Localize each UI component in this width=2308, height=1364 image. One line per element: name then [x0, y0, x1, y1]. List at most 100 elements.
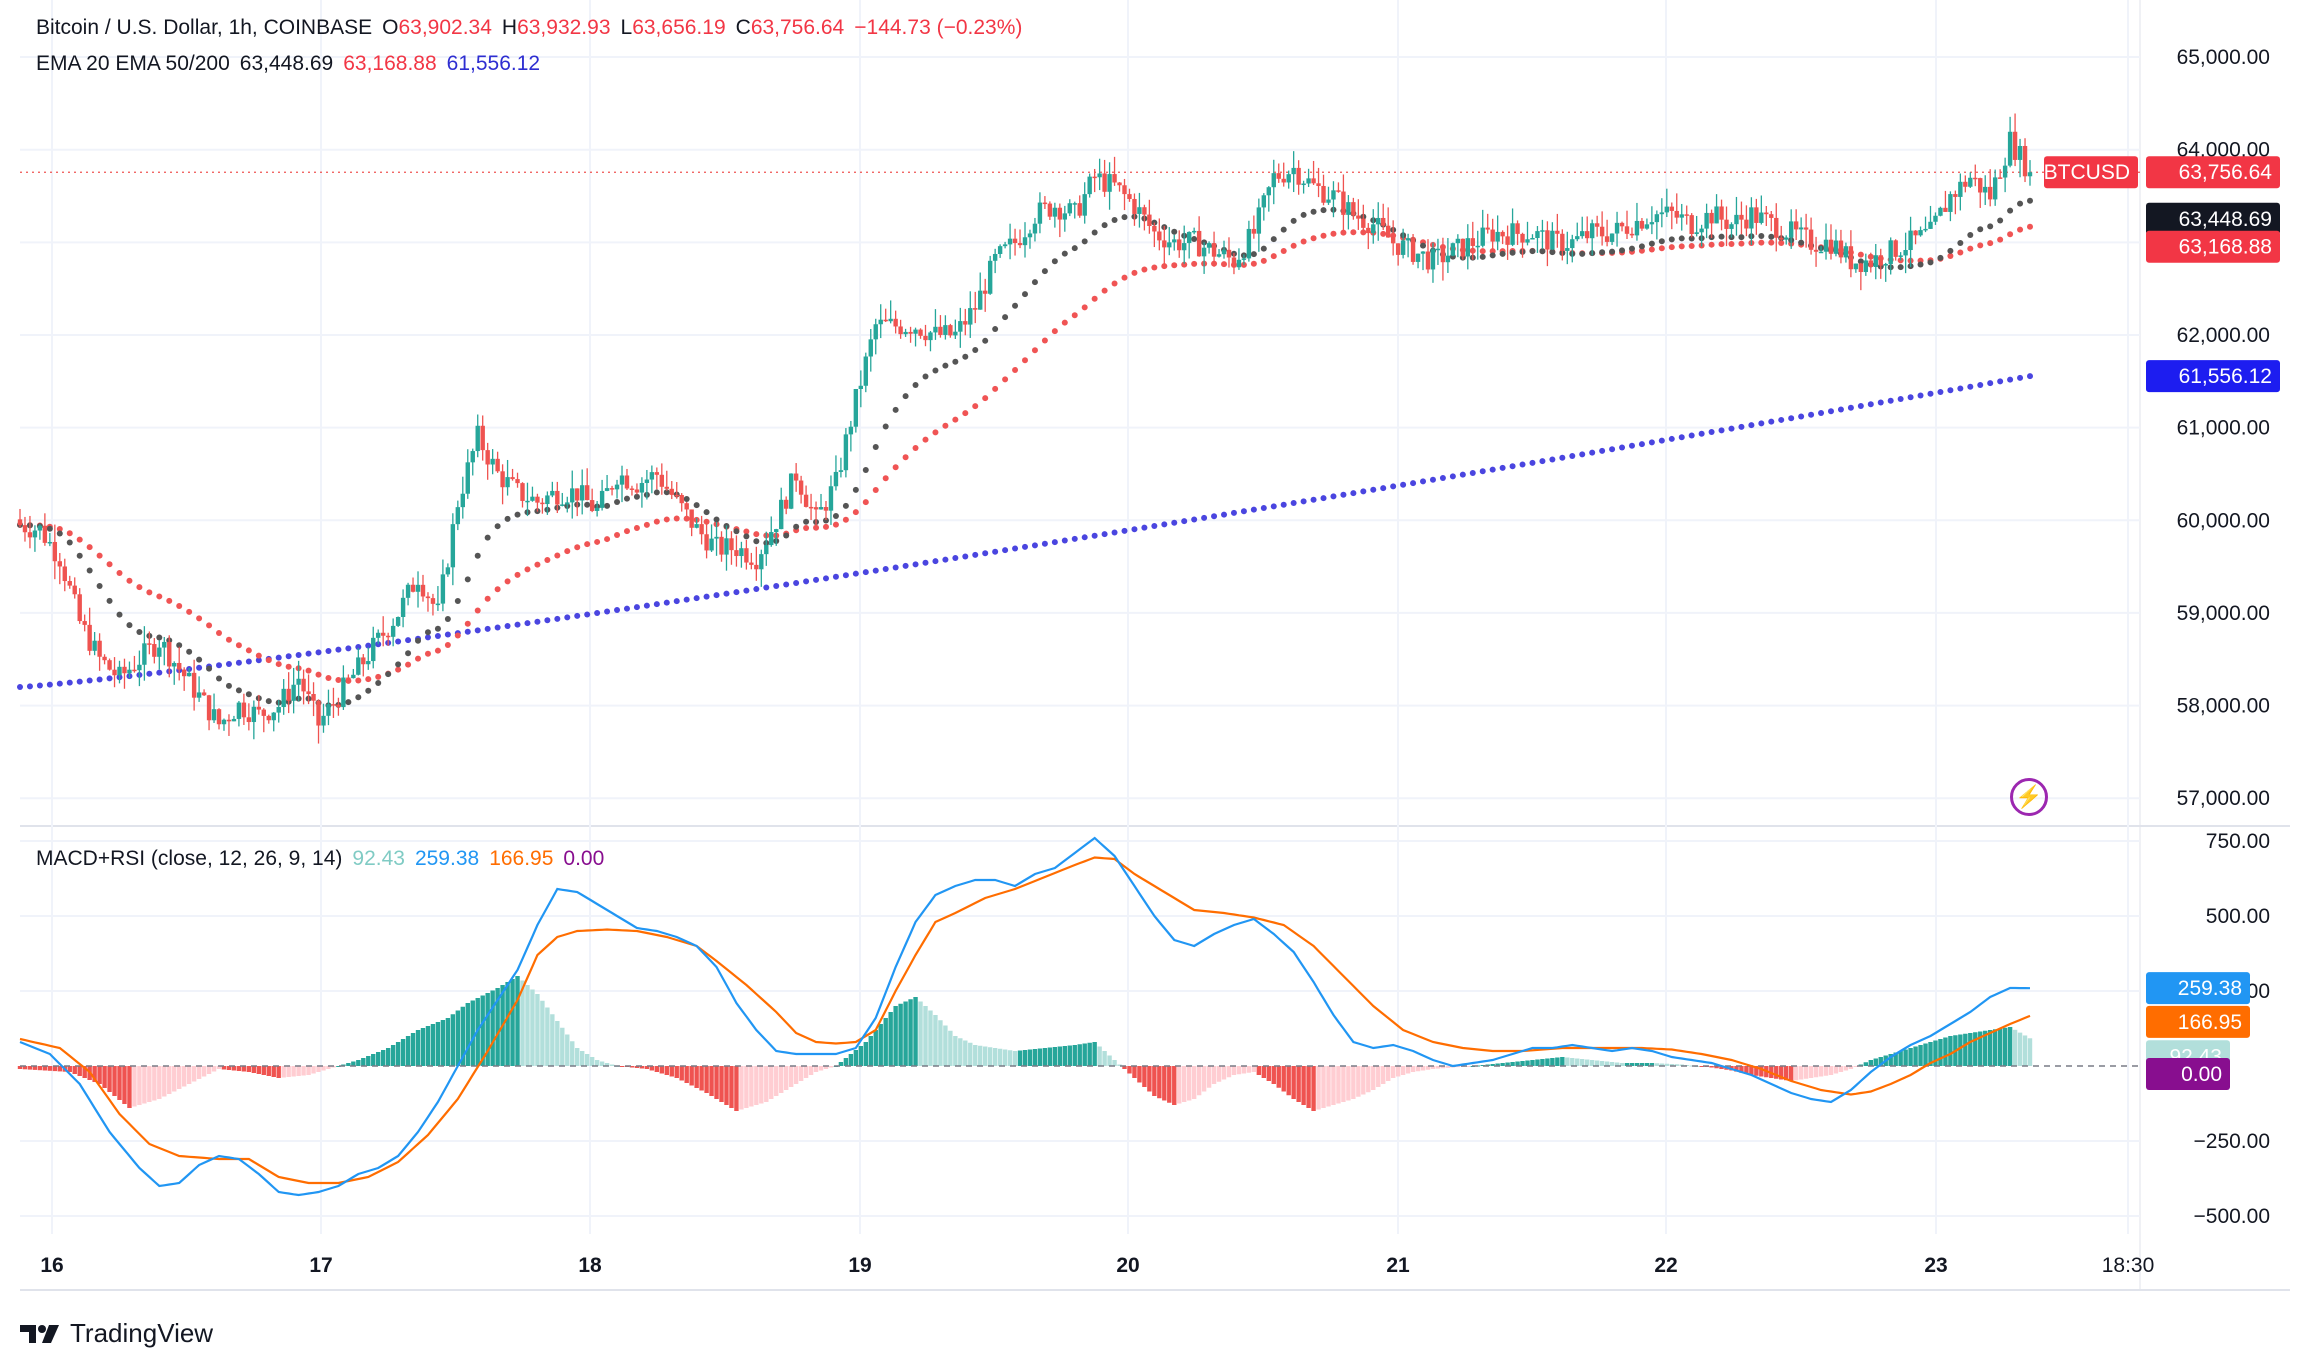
candle-body	[191, 672, 197, 698]
candle-body	[594, 507, 600, 511]
histogram-bar	[1545, 1058, 1550, 1066]
ema200-dot	[365, 642, 372, 649]
ema20-dot	[623, 495, 630, 502]
histogram-bar	[326, 1066, 331, 1069]
candle-body	[201, 692, 207, 696]
histogram-bar	[843, 1058, 849, 1066]
candle-body	[1286, 174, 1291, 183]
ema50-dot	[325, 674, 332, 681]
candle-body	[1047, 203, 1053, 217]
histogram-bar	[853, 1050, 859, 1066]
ema50-dot	[1758, 239, 1765, 246]
ema20-dot	[484, 534, 491, 541]
ema20-dot	[1897, 264, 1904, 271]
ema200-dot	[1927, 390, 1934, 397]
histogram-bar	[848, 1054, 854, 1066]
histogram-bar	[2002, 1027, 2008, 1066]
candle-body	[231, 718, 237, 722]
candle-body	[1898, 255, 1903, 257]
ema200-dot	[822, 575, 829, 582]
chart-grid	[20, 0, 2290, 1291]
histogram-bar	[206, 1066, 212, 1074]
ema200-dot	[1051, 539, 1058, 546]
histogram-bar	[1276, 1066, 1281, 1088]
candle-body	[361, 657, 366, 665]
candle-body	[241, 702, 247, 718]
ema50-dot	[663, 516, 670, 523]
histogram-bar	[1007, 1050, 1013, 1066]
candle-body	[858, 385, 864, 390]
ema20-dot	[1300, 211, 1307, 218]
ema200-dot	[643, 602, 650, 609]
ema200-dot	[1688, 432, 1695, 439]
tradingview-logo[interactable]: TradingView	[20, 1318, 213, 1349]
histogram-bar	[485, 993, 490, 1066]
ema20-dot	[1628, 245, 1635, 252]
candle-body	[2027, 172, 2033, 177]
histogram-bar	[1191, 1066, 1197, 1099]
candle-body	[82, 621, 87, 625]
candle-body	[22, 525, 28, 533]
open-label: O	[382, 16, 399, 39]
ema200-dot	[1837, 406, 1844, 413]
candle-body	[296, 678, 301, 685]
histogram-bar	[1818, 1066, 1824, 1077]
candle-body	[127, 669, 132, 674]
candle-body	[1769, 214, 1774, 218]
ema50-dot	[1997, 236, 2004, 243]
candle-body	[1445, 255, 1451, 263]
ema50-dot	[1111, 280, 1118, 287]
ema200-dot	[832, 573, 839, 580]
histogram-bar	[923, 1006, 928, 1066]
candle-body	[172, 662, 177, 667]
zero-tag: 0.00	[2146, 1058, 2230, 1090]
candle-body	[774, 529, 779, 533]
histogram-bar	[684, 1066, 689, 1083]
ema200-dot	[156, 669, 163, 676]
ema200-dot	[1111, 529, 1118, 536]
candle-body	[1371, 224, 1376, 234]
ema20-dot	[1947, 247, 1954, 254]
histogram-bar	[1117, 1064, 1122, 1066]
ema200-dot	[813, 576, 820, 583]
histogram-bar	[1445, 1066, 1451, 1068]
ema200-dot	[395, 638, 402, 645]
histogram-bar	[599, 1061, 605, 1066]
candle-body	[759, 554, 764, 570]
histogram-bar	[47, 1066, 53, 1071]
low-label: L	[620, 16, 633, 39]
ema20-dot	[1549, 249, 1556, 256]
candle-body	[1366, 227, 1371, 234]
histogram-bar	[1888, 1054, 1893, 1066]
ema50-dot	[116, 570, 123, 577]
histogram-bar	[1271, 1066, 1276, 1084]
histogram-bar	[1137, 1066, 1142, 1083]
histogram-bar	[1754, 1066, 1759, 1076]
ema200-dot	[1648, 439, 1655, 446]
histogram-bar	[162, 1066, 167, 1097]
candle-body	[316, 700, 321, 726]
candle-body	[1485, 227, 1490, 230]
ema200-dot	[1708, 429, 1715, 436]
ema50-dot	[554, 552, 561, 559]
histogram-bar	[555, 1021, 560, 1066]
time-tick-label: 23	[1924, 1254, 1947, 1277]
ema200-dot	[1808, 411, 1815, 418]
ema200-dot	[1061, 537, 1068, 544]
candle-body	[883, 319, 888, 322]
ema20-dot	[962, 353, 969, 360]
candle-body	[1589, 223, 1595, 239]
candle-body	[913, 329, 918, 334]
time-axis[interactable]: 16 17 18 19 20 21 22 23 18:30	[40, 1254, 2154, 1277]
candle-body	[1634, 220, 1640, 236]
ema20-dot	[1509, 249, 1516, 256]
histogram-bar	[1017, 1050, 1023, 1066]
histogram-bar	[1047, 1047, 1053, 1066]
ema20-dot	[474, 552, 481, 559]
flash-icon[interactable]: ⚡	[2010, 778, 2048, 816]
ema200-dot	[1619, 444, 1626, 451]
histogram-bar	[346, 1063, 351, 1066]
candle-body	[1341, 191, 1346, 215]
ema50-dot	[275, 661, 282, 668]
